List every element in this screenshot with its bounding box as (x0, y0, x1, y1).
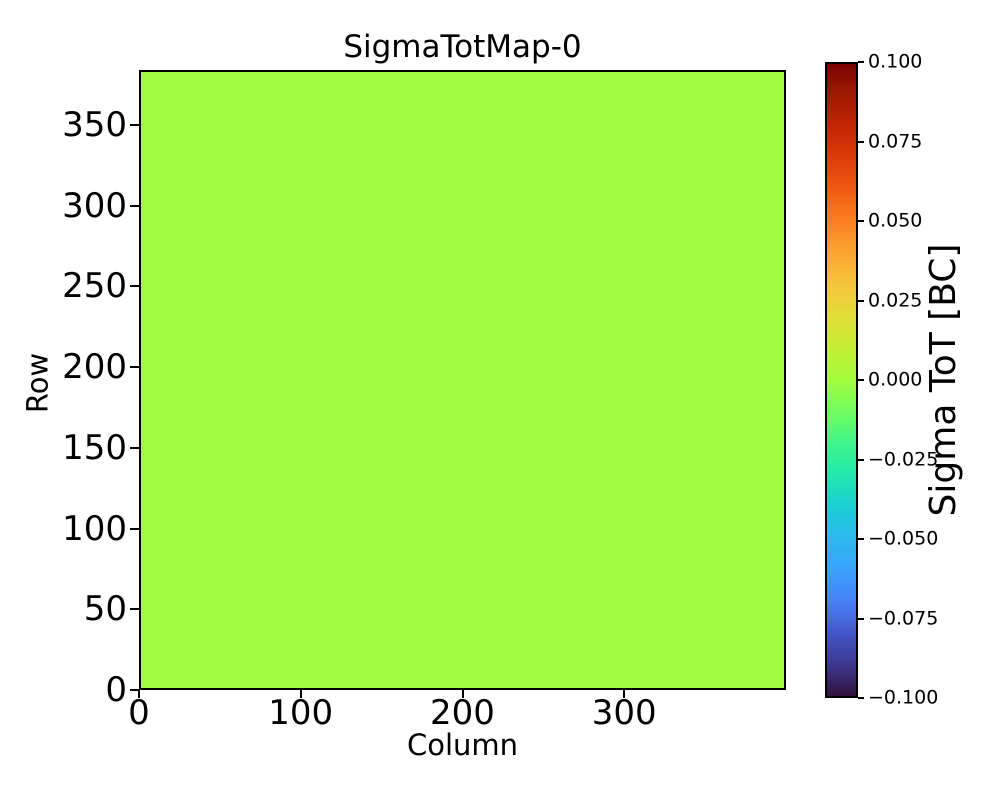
colorbar-tick-label: −0.100 (868, 686, 939, 709)
y-tick-mark (130, 285, 139, 288)
chart-title: SigmaTotMap-0 (343, 29, 582, 65)
x-tick-label: 200 (430, 693, 495, 733)
heatmap-plot-area (139, 70, 786, 690)
y-tick-label: 300 (62, 185, 127, 226)
y-tick-label: 0 (105, 670, 127, 710)
x-tick-mark (623, 690, 626, 698)
colorbar-tick-mark (858, 379, 864, 381)
colorbar-label: Sigma ToT [BC] (923, 243, 964, 517)
y-tick-label: 250 (62, 266, 127, 307)
colorbar (825, 62, 858, 698)
colorbar-tick-mark (858, 299, 864, 302)
colorbar-tick-mark (858, 617, 864, 620)
y-tick-mark (130, 446, 139, 449)
colorbar-tick-label: −0.025 (868, 448, 939, 470)
y-tick-mark (130, 608, 139, 611)
colorbar-tick-mark (858, 140, 864, 143)
colorbar-tick-label: −0.050 (868, 527, 939, 550)
x-tick-label: 300 (591, 693, 657, 733)
y-tick-mark (130, 689, 139, 691)
y-tick-mark (130, 204, 139, 207)
colorbar-tick-mark (858, 697, 864, 699)
x-tick-mark (138, 690, 140, 698)
y-tick-mark (130, 527, 139, 530)
y-tick-label: 350 (62, 104, 127, 145)
colorbar-tick-label: 0.000 (868, 368, 923, 391)
x-tick-mark (299, 690, 302, 698)
colorbar-tick-mark (858, 61, 864, 63)
colorbar-tick-label: 0.025 (868, 289, 923, 311)
y-tick-mark (130, 123, 139, 126)
colorbar-tick-mark (858, 458, 864, 461)
y-tick-label: 200 (62, 347, 127, 388)
colorbar-tick-label: 0.050 (868, 209, 923, 232)
x-axis-label: Column (406, 728, 519, 762)
colorbar-tick-mark (858, 220, 864, 222)
y-tick-label: 50 (83, 589, 127, 630)
colorbar-tick-label: 0.100 (868, 50, 923, 73)
y-tick-mark (130, 366, 139, 369)
colorbar-tick-mark (858, 538, 864, 540)
colorbar-tick-label: −0.075 (868, 607, 939, 629)
colorbar-tick-label: 0.075 (868, 130, 923, 152)
x-tick-mark (461, 690, 464, 698)
x-tick-label: 0 (128, 693, 150, 733)
y-tick-label: 150 (62, 427, 127, 468)
y-tick-label: 100 (62, 508, 127, 549)
x-tick-label: 100 (268, 693, 334, 733)
